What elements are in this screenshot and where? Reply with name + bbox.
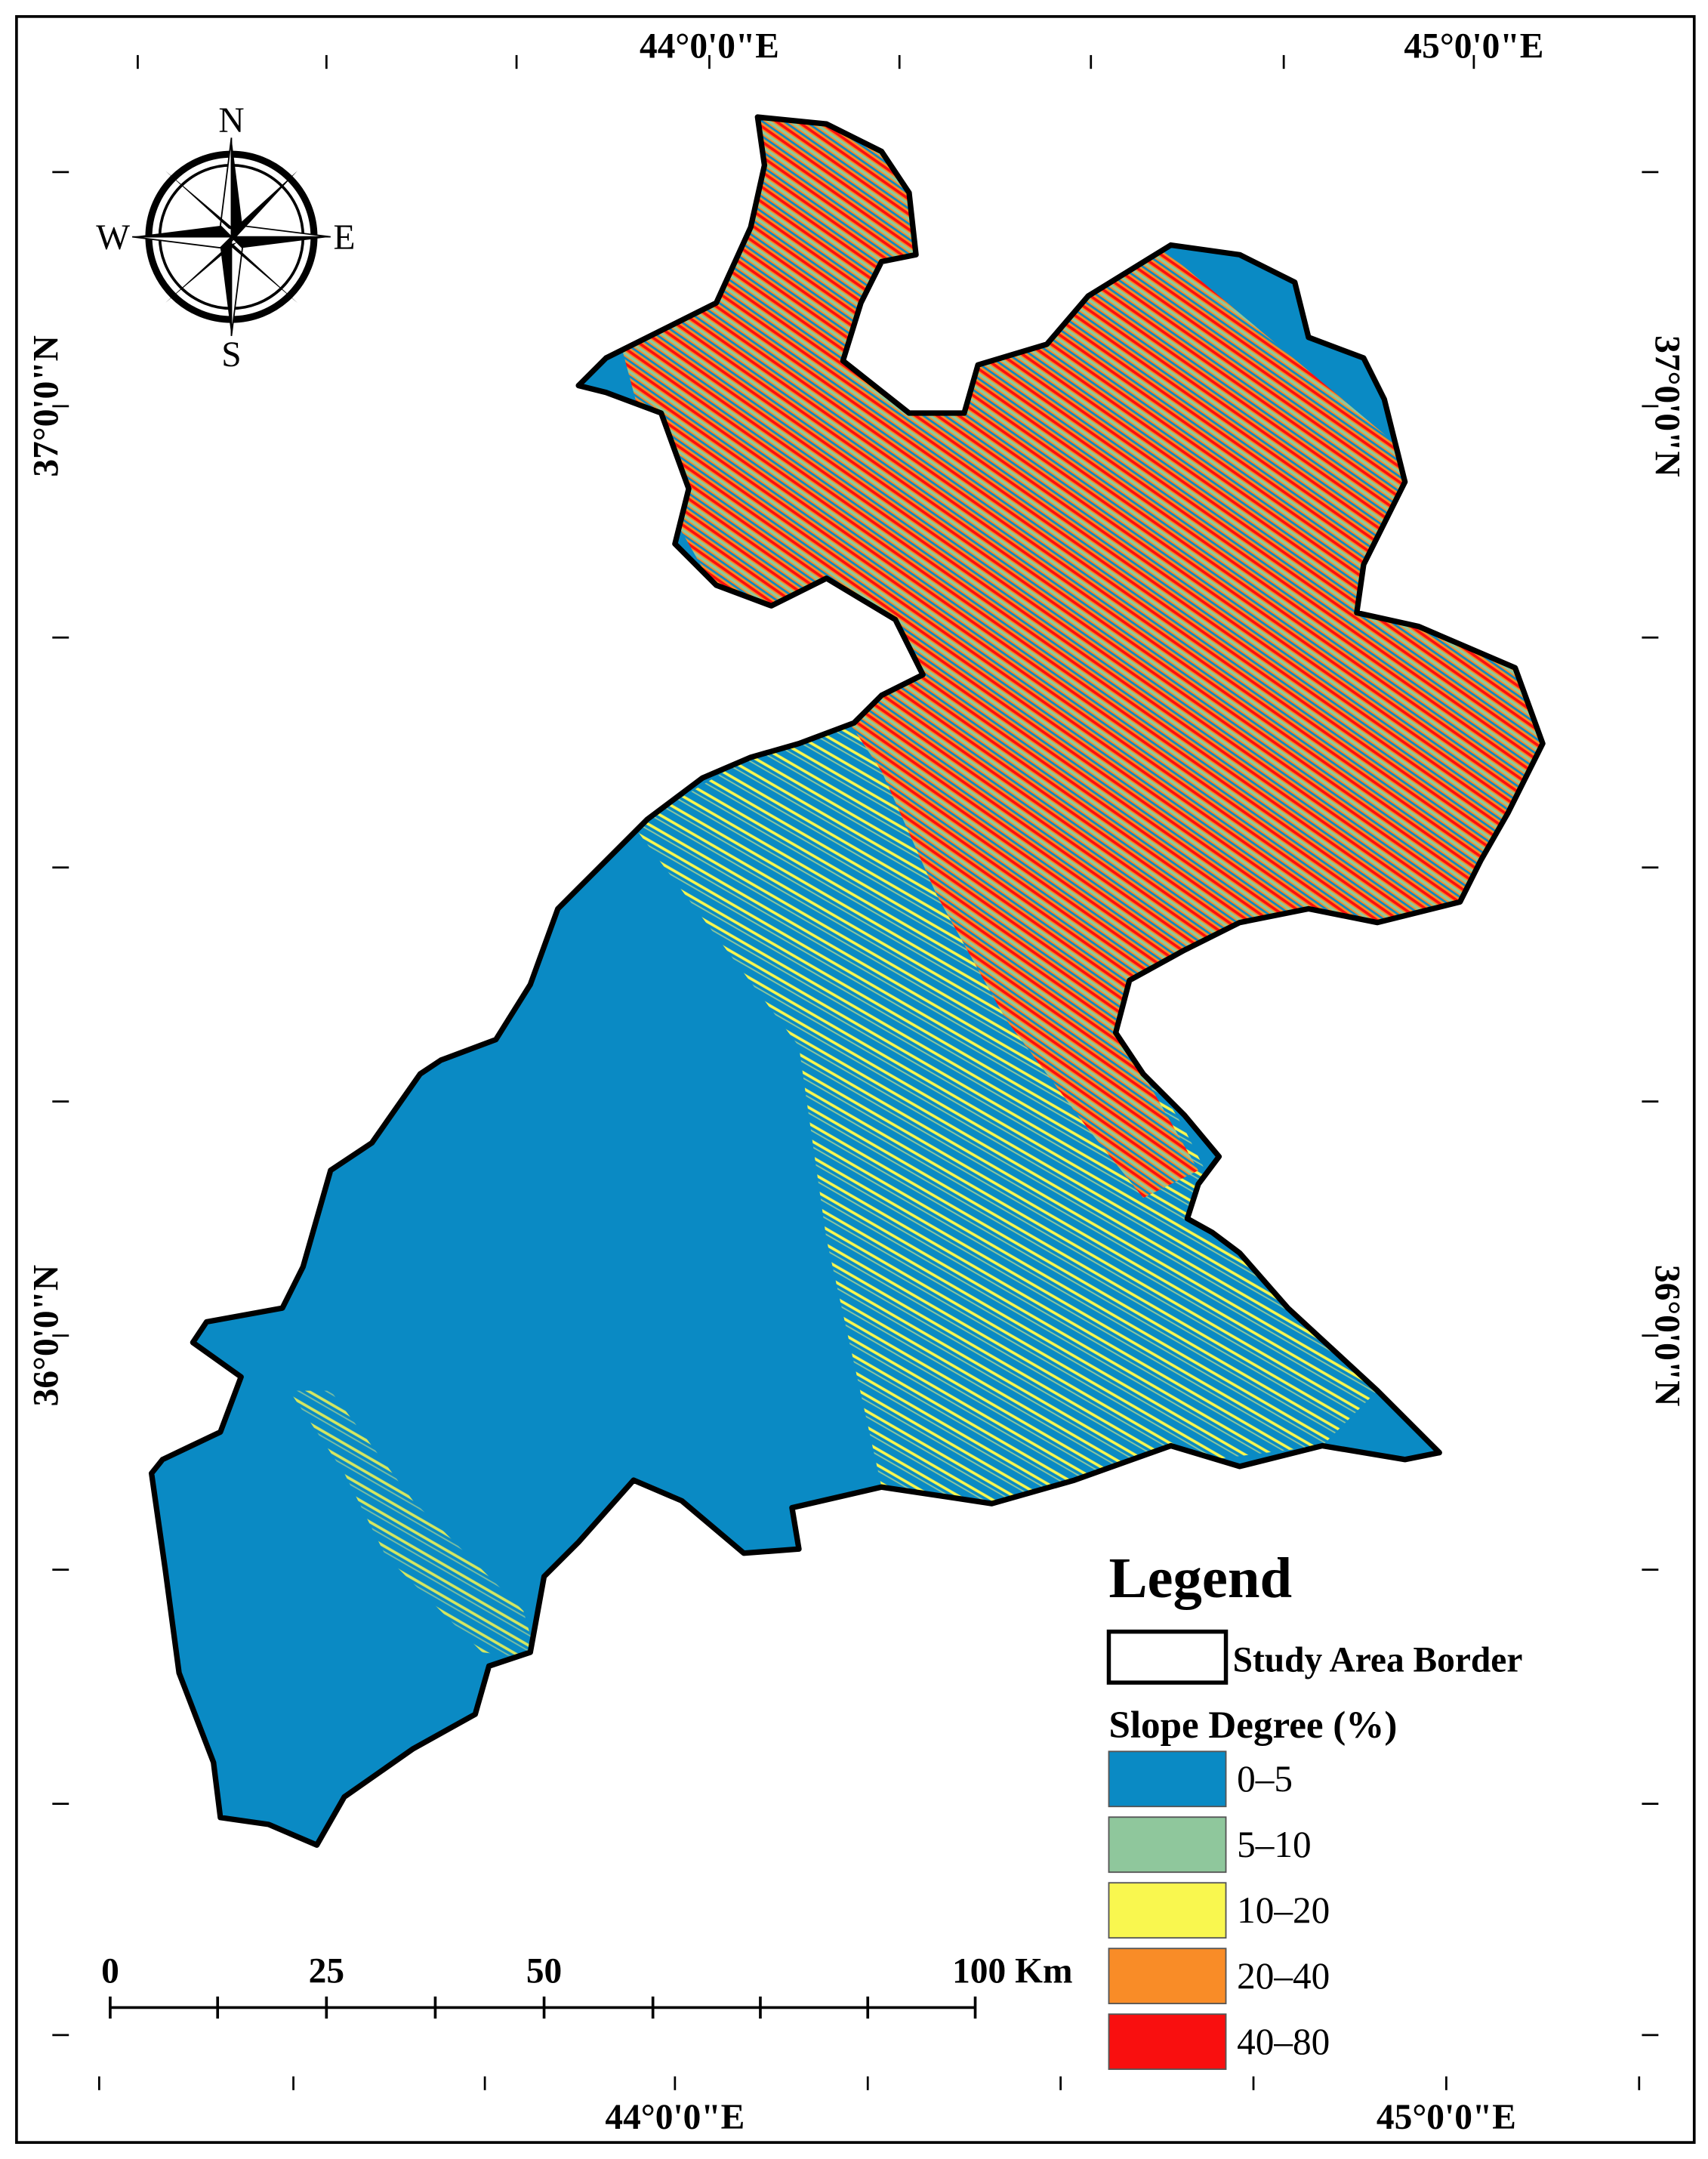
study-area-border (149, 114, 1546, 1848)
class-label: 0–5 (1237, 1758, 1293, 1800)
lon-label: 44°0'0"E (640, 27, 779, 66)
class-swatch (1108, 1750, 1227, 1808)
class-label: 10–20 (1237, 1889, 1330, 1931)
border-swatch (1106, 1629, 1229, 1685)
lat-label: 36°0'0"N (27, 1265, 66, 1406)
slope-title: Slope Degree (%) (1108, 1704, 1397, 1747)
scale-label: 0 (101, 1952, 119, 1991)
outer-frame (15, 15, 1696, 2144)
lat-label: 36°0'0"N (1648, 1265, 1687, 1406)
class-label: 5–10 (1237, 1824, 1311, 1865)
slope-ridge (289, 1390, 538, 1660)
legend-title: Legend (1108, 1546, 1292, 1610)
scale-bar: 0 25 50 100 Km (101, 1952, 1072, 2019)
compass-w: W (96, 218, 130, 258)
scale-label: 100 Km (952, 1952, 1072, 1991)
border-label: Study Area Border (1233, 1641, 1523, 1680)
class-swatch (1108, 1948, 1227, 2005)
compass-e: E (334, 218, 356, 258)
scale-label: 50 (526, 1952, 562, 1991)
slope-mid (634, 716, 1378, 1501)
lat-label: 37°0'0"N (27, 335, 66, 477)
graticule-ticks (52, 54, 1659, 2090)
class-label: 40–80 (1237, 2021, 1330, 2062)
class-label: 20–40 (1237, 1955, 1330, 1997)
lat-label: 37°0'0"N (1648, 335, 1687, 477)
compass-s: S (221, 335, 241, 375)
scale-label: 25 (309, 1952, 344, 1991)
compass-n: N (218, 101, 244, 140)
lon-label: 45°0'0"E (1404, 27, 1543, 66)
class-swatch (1108, 1882, 1227, 1939)
lon-label: 44°0'0"E (605, 2098, 745, 2137)
north-arrow: N W E S (96, 101, 355, 375)
class-swatch (1108, 1816, 1227, 1874)
legend: Legend Study Area Border Slope Degree (%… (1106, 1546, 1523, 2071)
lon-label: 45°0'0"E (1377, 2098, 1516, 2137)
class-swatch (1108, 2013, 1227, 2071)
